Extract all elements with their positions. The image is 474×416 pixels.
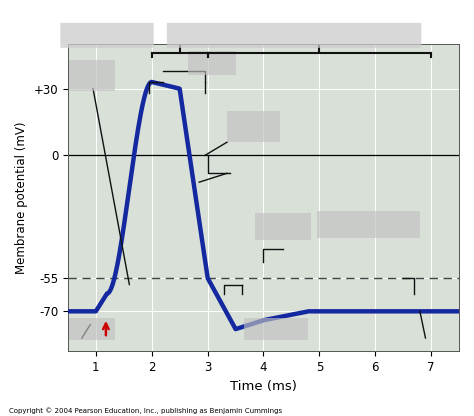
X-axis label: Time (ms): Time (ms) xyxy=(230,380,297,393)
Text: Copyright © 2004 Pearson Education, Inc., publishing as Benjamin Cummings: Copyright © 2004 Pearson Education, Inc.… xyxy=(9,407,283,414)
Bar xyxy=(244,318,308,340)
Bar xyxy=(69,318,115,340)
Bar xyxy=(69,60,115,91)
Bar xyxy=(188,51,236,75)
Y-axis label: Membrane potential (mV): Membrane potential (mV) xyxy=(15,121,28,274)
Bar xyxy=(255,213,311,240)
Bar xyxy=(227,111,280,142)
Bar xyxy=(317,211,420,238)
